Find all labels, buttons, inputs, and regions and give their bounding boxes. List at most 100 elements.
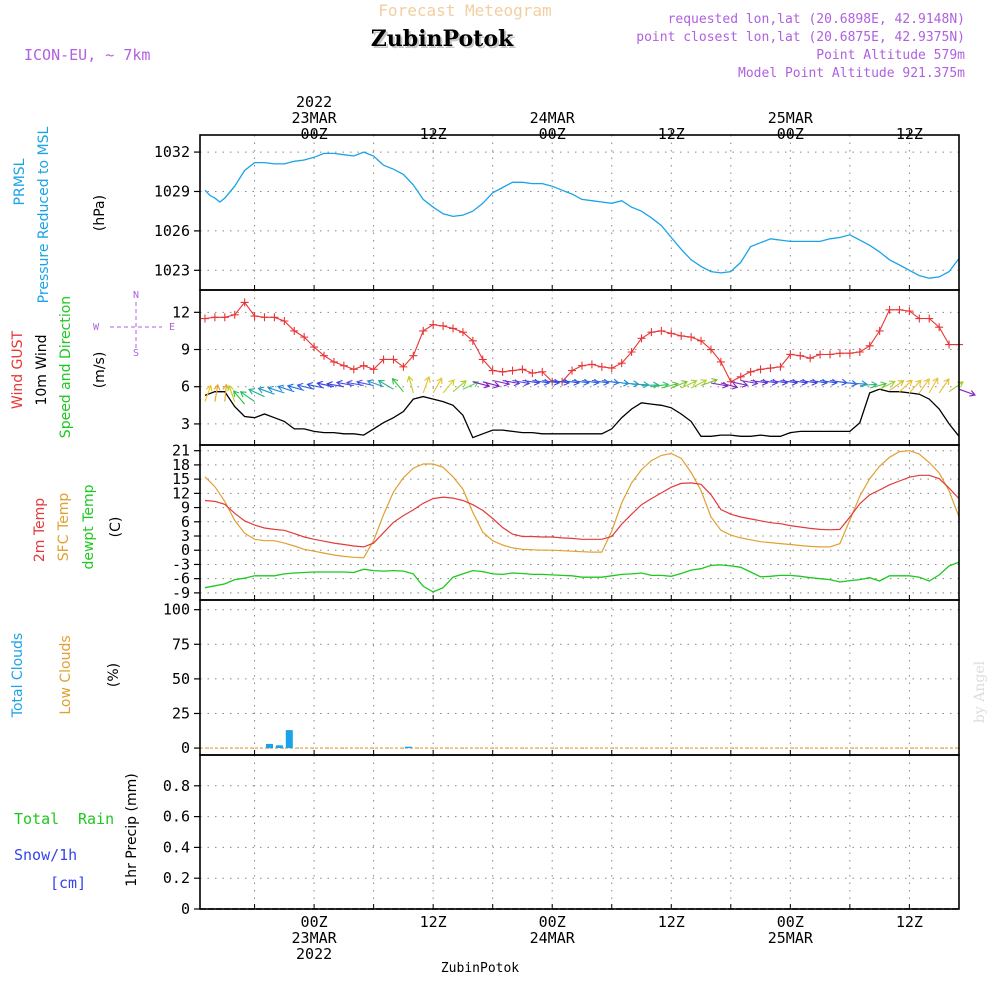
wind-direction-arrow xyxy=(790,378,809,386)
wind-direction-arrow xyxy=(820,378,838,386)
gust-marker xyxy=(359,361,368,370)
gust-marker xyxy=(617,359,626,368)
time-label-top: 24MAR xyxy=(530,109,576,127)
model-label: ICON-EU, ~ 7km xyxy=(24,46,150,64)
gust-marker xyxy=(210,313,219,322)
gust-marker xyxy=(389,355,398,364)
compass-north: N xyxy=(133,290,139,301)
gust-marker xyxy=(905,307,914,316)
wind-direction-arrow xyxy=(908,379,922,394)
wind-direction-arrow xyxy=(227,384,236,402)
y-tick-label: 12 xyxy=(172,303,190,321)
gust-marker xyxy=(726,377,735,386)
gust-marker xyxy=(637,334,646,343)
y-tick-label: 9 xyxy=(181,341,190,359)
time-label-top: 2022 xyxy=(296,93,332,111)
time-label-bottom: 12Z xyxy=(658,913,685,931)
y-tick-label: 1029 xyxy=(154,182,190,200)
gust-marker xyxy=(409,351,418,360)
pressure-label-2: Pressure Reduced to MSL xyxy=(36,126,52,303)
y-tick-label: 0 xyxy=(181,900,190,918)
gust-marker xyxy=(468,336,477,345)
wind-direction-arrow xyxy=(690,379,708,389)
gust-marker xyxy=(706,345,715,354)
gust-marker xyxy=(329,357,338,366)
y-tick-label: 0 xyxy=(181,739,190,757)
pressure-unit: (hPa) xyxy=(92,195,108,231)
gust-marker xyxy=(478,355,487,364)
gust-marker xyxy=(736,372,745,381)
wind-direction-arrow xyxy=(452,380,467,393)
wind-direction-arrow xyxy=(750,378,769,386)
wind-direction-arrow xyxy=(720,382,739,390)
y-tick-label: 21 xyxy=(172,442,190,460)
y-tick-label: 1026 xyxy=(154,222,190,240)
gust-marker xyxy=(845,349,854,358)
time-label-bottom: 2022 xyxy=(296,945,332,963)
total-clouds-bar xyxy=(285,730,293,749)
time-label-bottom: 00Z xyxy=(539,913,566,931)
compass-south: S xyxy=(133,348,139,359)
wind-direction-arrow xyxy=(710,381,729,389)
low-clouds-label: Low Clouds xyxy=(58,635,74,714)
total-clouds-bar xyxy=(275,745,283,749)
rain-label: Rain xyxy=(78,810,114,828)
series-line-2m-temp xyxy=(204,474,960,548)
gust-marker xyxy=(220,313,229,322)
series-line-wind-gust xyxy=(204,301,959,383)
total-label: Total xyxy=(14,810,59,828)
gust-marker xyxy=(528,369,537,378)
wind-direction-arrow xyxy=(700,378,719,387)
gust-marker xyxy=(498,367,507,376)
wind-direction-arrow xyxy=(306,381,325,389)
wind-direction-arrow xyxy=(204,384,213,402)
y-tick-label: 18 xyxy=(172,456,190,474)
gust-marker xyxy=(925,314,934,323)
y-tick-label: 9 xyxy=(181,499,190,517)
gust-marker xyxy=(885,305,894,314)
series-line-dewpt xyxy=(204,561,960,593)
total-clouds-label: Total Clouds xyxy=(10,633,26,718)
gust-marker xyxy=(835,349,844,358)
wind-direction-label: Speed and Direction xyxy=(58,296,74,438)
gust-marker xyxy=(697,336,706,345)
gust-marker xyxy=(538,367,547,376)
gust-marker xyxy=(875,326,884,335)
clouds-unit: (%) xyxy=(106,663,122,687)
y-tick-label: 25 xyxy=(172,704,190,722)
gust-marker xyxy=(280,317,289,325)
y-tick-label: 0.2 xyxy=(163,869,190,887)
gust-marker xyxy=(826,350,835,359)
series-line-10m-wind xyxy=(204,388,960,439)
wind-direction-arrow xyxy=(770,378,789,386)
wind-direction-arrow xyxy=(377,380,394,390)
gust-marker xyxy=(300,333,309,342)
gust-marker xyxy=(320,351,329,360)
gust-marker xyxy=(240,298,249,307)
point-altitude: Point Altitude 579m xyxy=(816,48,965,63)
gust-marker xyxy=(419,326,428,335)
gust-marker xyxy=(270,313,279,322)
y-tick-label: 1032 xyxy=(154,143,190,161)
wind-direction-arrow xyxy=(780,378,799,386)
closest-coords: point closest lon,lat (20.6875E, 42.9375… xyxy=(636,30,965,45)
gust-marker xyxy=(339,361,348,370)
wind-direction-arrow xyxy=(472,381,491,389)
axis-layer: 102310261029103236912-9-6-30369121518210… xyxy=(154,93,960,963)
wind-direction-arrow xyxy=(286,383,305,391)
wind-direction-arrow xyxy=(542,378,561,386)
y-tick-label: 0 xyxy=(181,541,190,559)
wind-direction-arrow xyxy=(462,380,480,390)
ghost-title: Forecast Meteogram xyxy=(378,1,551,20)
gust-marker xyxy=(806,354,815,363)
t2m-label: 2m Temp xyxy=(32,498,48,562)
wind-direction-arrow xyxy=(391,377,404,393)
gust-marker xyxy=(250,312,259,321)
time-label-bottom: 12Z xyxy=(896,913,923,931)
time-label-bottom: 25MAR xyxy=(768,929,814,947)
y-tick-label: 75 xyxy=(172,635,190,653)
wind-direction-arrow xyxy=(849,380,868,388)
wind-direction-arrow xyxy=(432,377,443,394)
gust-marker xyxy=(796,351,805,360)
